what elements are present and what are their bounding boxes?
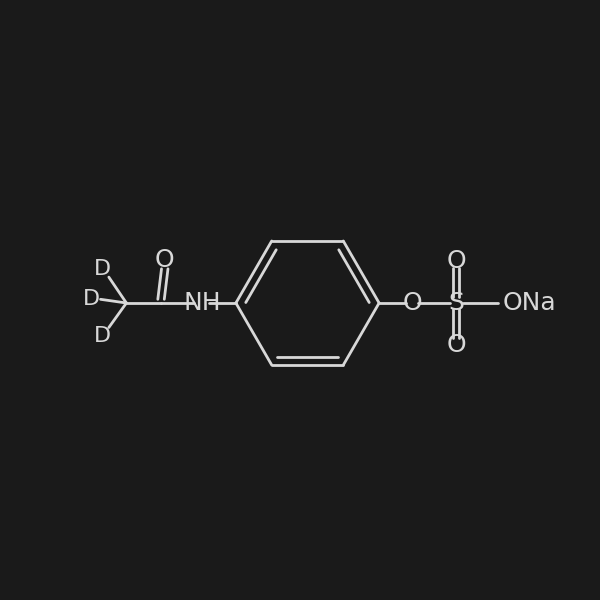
Text: O: O	[446, 250, 466, 274]
Text: D: D	[94, 326, 111, 346]
Text: S: S	[448, 291, 464, 315]
Text: ONa: ONa	[502, 291, 556, 315]
Text: O: O	[155, 248, 175, 272]
Text: D: D	[83, 289, 100, 310]
Text: D: D	[94, 259, 111, 279]
Text: O: O	[403, 291, 422, 315]
Text: NH: NH	[184, 291, 221, 315]
Text: O: O	[446, 332, 466, 356]
